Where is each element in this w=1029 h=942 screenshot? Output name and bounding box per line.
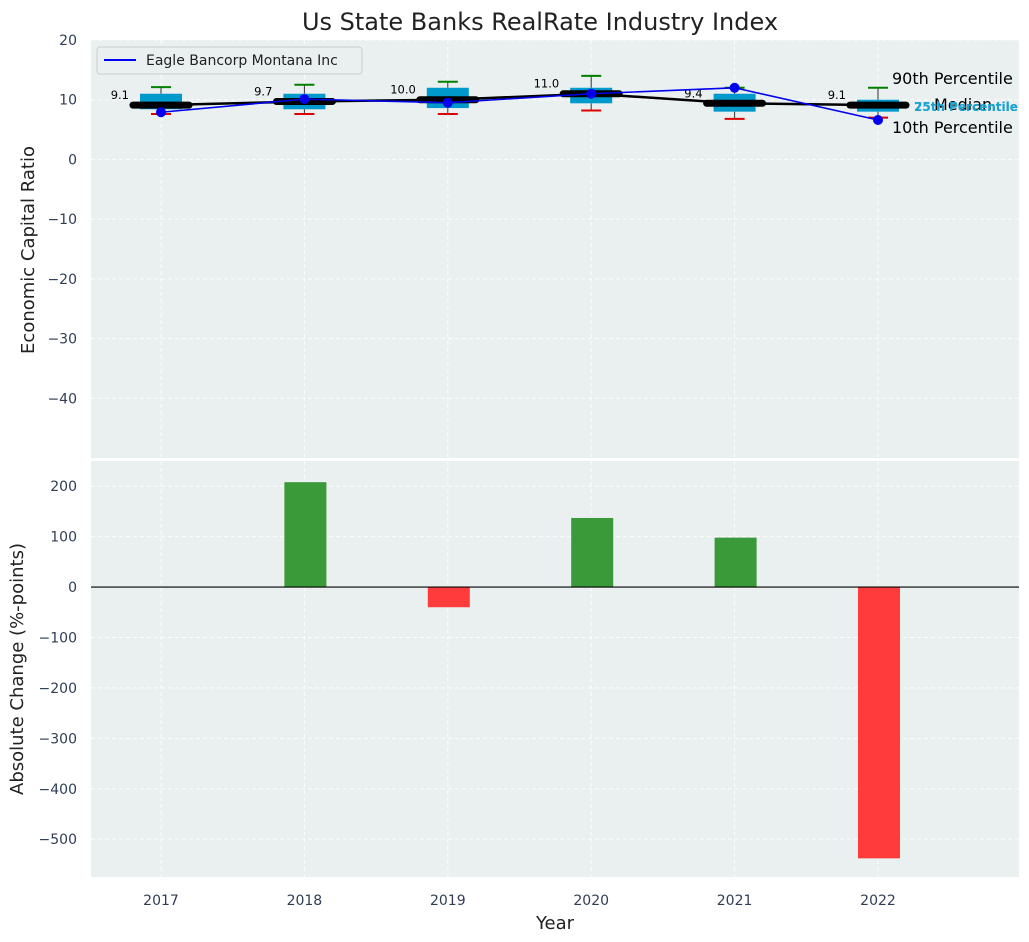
bottom-y-tick-label: 0 [68, 580, 77, 596]
x-ticks: 2017 2018 2019 2020 2021 2022 [143, 893, 896, 909]
company-series [156, 82, 883, 126]
x-tick-label: 2019 [430, 893, 466, 909]
bottom-y-tick-label: −100 [39, 630, 77, 646]
bottom-y-axis-label: Absolute Change (%-points) [7, 543, 28, 795]
top-y-axis-label: Economic Capital Ratio [18, 146, 39, 354]
median-value-label: 9.7 [254, 85, 272, 99]
x-tick-label: 2020 [573, 893, 609, 909]
company-point [299, 94, 310, 105]
change-bar [284, 482, 327, 588]
x-tick-label: 2021 [717, 893, 753, 909]
x-axis-label: Year [535, 913, 575, 934]
change-bar [858, 587, 900, 859]
annotation-p90: 90th Percentile [892, 69, 1013, 88]
bottom-y-tick-label: −300 [39, 731, 77, 747]
median-value-label: 11.0 [534, 77, 560, 91]
bottom-y-tick-label: 100 [50, 530, 77, 546]
legend: Eagle Bancorp Montana Inc [96, 46, 363, 75]
bottom-y-ticks: 200 100 0 −100 −200 −300 −400 −500 [39, 479, 77, 848]
top-grid [91, 39, 1019, 458]
bottom-y-tick-label: −200 [39, 681, 77, 697]
top-y-tick-label: −40 [47, 391, 77, 407]
top-y-tick-label: −30 [47, 332, 77, 348]
annotation-p75: 75th Percentile [914, 100, 1018, 114]
change-bar [571, 517, 614, 588]
legend-label: Eagle Bancorp Montana Inc [146, 53, 338, 69]
bottom-y-tick-label: −400 [39, 782, 77, 798]
x-tick-label: 2018 [287, 893, 323, 909]
median-value-label: 9.1 [111, 88, 129, 102]
bar-series [284, 482, 900, 859]
top-y-tick-label: 10 [59, 93, 77, 109]
annotation-median: Median [934, 95, 992, 114]
bottom-y-tick-label: −500 [39, 832, 77, 848]
company-point [442, 97, 453, 108]
top-y-tick-label: −10 [47, 212, 77, 228]
median-value-label: 9.4 [684, 86, 702, 100]
annotation-p25: 25th Percentile [914, 100, 1018, 114]
top-y-ticks: 20 10 0 −10 −20 −30 −40 [47, 33, 77, 407]
change-bar [714, 537, 757, 588]
company-line [160, 86, 879, 121]
top-y-tick-label: 0 [68, 152, 77, 168]
company-point [586, 88, 597, 99]
company-point [729, 82, 740, 93]
x-tick-label: 2022 [860, 893, 896, 909]
x-tick-label: 2017 [143, 893, 179, 909]
change-bar [427, 587, 470, 608]
company-point [873, 115, 883, 126]
top-y-tick-label: −20 [47, 272, 77, 288]
median-value-label: 10.0 [390, 83, 416, 97]
company-point [156, 107, 166, 118]
legend-box [96, 46, 363, 75]
bottom-y-tick-label: 200 [50, 479, 77, 495]
median-value-label: 9.1 [828, 88, 846, 102]
top-y-tick-label: 20 [59, 33, 77, 49]
annotation-p10: 10th Percentile [892, 118, 1013, 137]
chart-title: Us State Banks RealRate Industry Index [302, 8, 778, 36]
